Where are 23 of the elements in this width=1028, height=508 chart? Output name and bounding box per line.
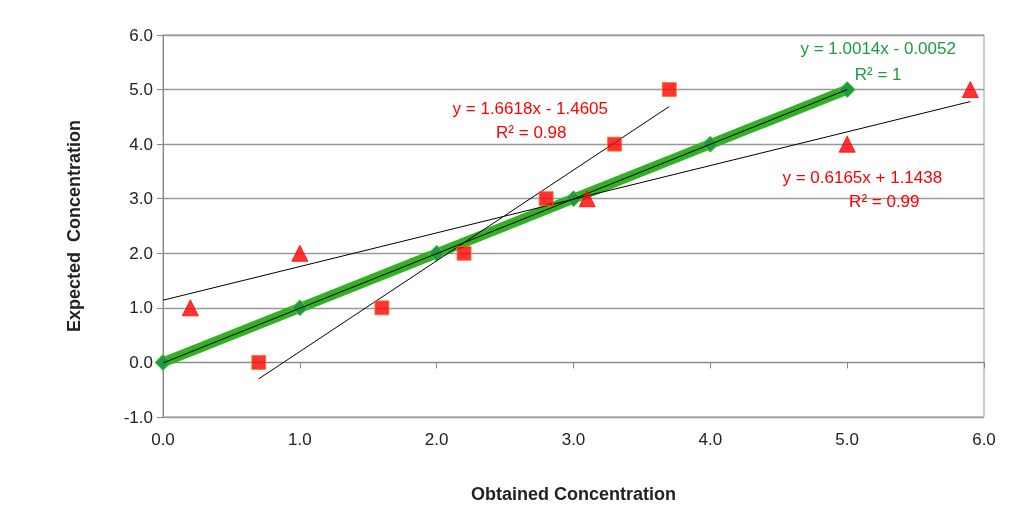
y-tick-label: 1.0 — [129, 298, 153, 318]
y-axis-title: Expected Concentration — [64, 119, 84, 333]
annotation: y = 1.6618x - 1.4605 — [452, 98, 609, 118]
y-tick-label: 0.0 — [129, 352, 153, 372]
x-tick-label: 1.0 — [288, 430, 312, 449]
annotation: y = 1.0014x - 0.0052 — [800, 39, 956, 59]
y-tick-label: -1.0 — [123, 407, 153, 427]
x-tick-label: 3.0 — [561, 430, 586, 449]
x-tick-label: 0.0 — [151, 430, 175, 449]
annotation: R² = 1 — [854, 65, 902, 85]
annotation: R² = 0.98 — [496, 122, 567, 142]
x-tick-label: 4.0 — [698, 430, 723, 449]
x-axis-title: Obtained Concentration — [470, 484, 677, 504]
annotation: y = 0.6165x + 1.1438 — [782, 168, 943, 188]
y-tick-label: 4.0 — [129, 134, 153, 154]
y-tick-label: 3.0 — [129, 189, 153, 209]
annotation: R² = 0.99 — [849, 192, 920, 212]
x-tick-label: 2.0 — [424, 430, 449, 449]
y-tick-label: 6.0 — [129, 25, 153, 45]
x-tick-label: 5.0 — [835, 430, 859, 449]
x-tick-label: 6.0 — [972, 430, 996, 449]
y-tick-label: 2.0 — [129, 243, 153, 263]
y-tick-label: 5.0 — [129, 80, 153, 100]
